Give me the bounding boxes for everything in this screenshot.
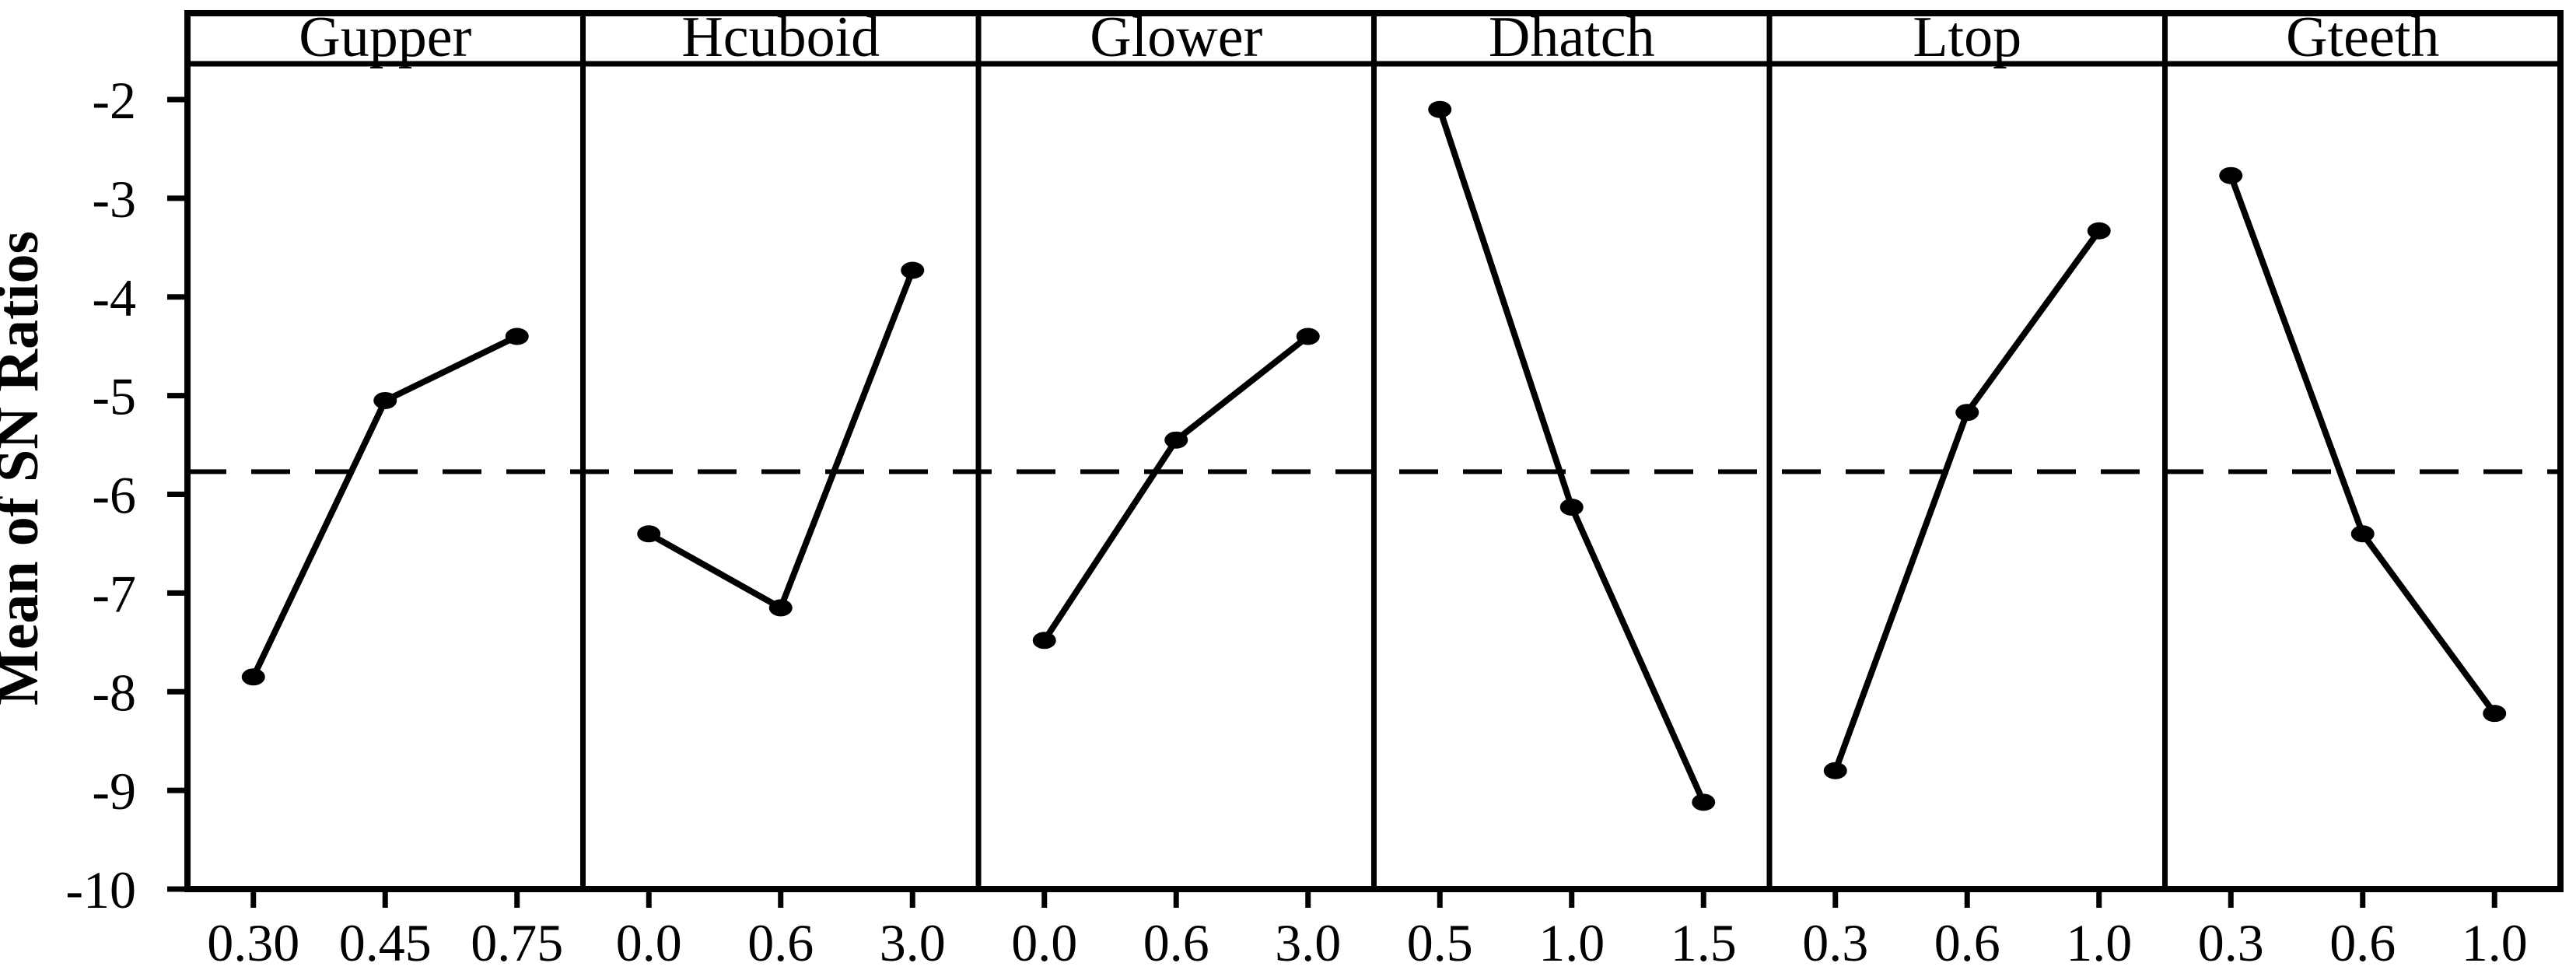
y-tick-label: -8 bbox=[92, 663, 136, 722]
x-tick-label: 1.5 bbox=[1671, 913, 1737, 972]
x-tick-label: 0.6 bbox=[1143, 913, 1209, 972]
y-tick-label: -3 bbox=[92, 170, 136, 229]
data-point bbox=[505, 327, 529, 345]
data-point bbox=[2087, 222, 2111, 240]
panel-title: Gupper bbox=[299, 5, 471, 69]
data-point bbox=[2483, 705, 2507, 723]
x-tick-label: 1.0 bbox=[1538, 913, 1605, 972]
x-tick-label: 0.75 bbox=[471, 913, 563, 972]
data-point bbox=[1955, 404, 1979, 422]
x-tick-label: 0.3 bbox=[1802, 913, 1868, 972]
x-tick-label: 0.6 bbox=[2329, 913, 2396, 972]
data-point bbox=[241, 668, 265, 686]
data-point bbox=[1428, 100, 1452, 118]
x-tick-label: 0.0 bbox=[1011, 913, 1077, 972]
data-point bbox=[1164, 431, 1188, 449]
y-axis-title: Mean of SN Ratios bbox=[0, 231, 51, 706]
panel-title: Gteeth bbox=[2286, 5, 2439, 69]
x-tick-label: 3.0 bbox=[1275, 913, 1341, 972]
data-point bbox=[2219, 166, 2243, 184]
y-tick-label: -7 bbox=[92, 564, 136, 623]
y-tick-label: -10 bbox=[65, 860, 136, 919]
y-tick-label: -4 bbox=[92, 268, 136, 327]
panel-title: Ltop bbox=[1913, 5, 2021, 69]
data-point bbox=[1823, 762, 1847, 779]
data-point bbox=[373, 391, 397, 409]
data-point bbox=[637, 525, 661, 543]
data-point bbox=[1559, 498, 1584, 516]
y-tick-label: -5 bbox=[92, 367, 136, 426]
data-point bbox=[2350, 525, 2375, 543]
data-point bbox=[1032, 632, 1056, 650]
x-tick-label: 0.5 bbox=[1407, 913, 1473, 972]
panel-title: Dhatch bbox=[1489, 5, 1655, 69]
data-point bbox=[1692, 793, 1716, 811]
x-tick-label: 1.0 bbox=[2066, 913, 2132, 972]
y-tick-label: -2 bbox=[92, 71, 136, 130]
panel-title: Hcuboid bbox=[681, 5, 880, 69]
x-tick-label: 0.6 bbox=[1934, 913, 2000, 972]
data-point bbox=[768, 599, 793, 617]
data-point bbox=[901, 261, 925, 279]
panel-title: Glower bbox=[1090, 5, 1262, 69]
x-tick-label: 0.30 bbox=[207, 913, 299, 972]
y-tick-label: -6 bbox=[92, 466, 136, 525]
x-tick-label: 0.6 bbox=[747, 913, 814, 972]
x-tick-label: 0.0 bbox=[616, 913, 682, 972]
y-tick-label: -9 bbox=[92, 762, 136, 821]
x-tick-label: 1.0 bbox=[2462, 913, 2528, 972]
data-point bbox=[1296, 327, 1320, 345]
x-tick-label: 3.0 bbox=[880, 913, 946, 972]
x-tick-label: 0.3 bbox=[2198, 913, 2264, 972]
x-tick-label: 0.45 bbox=[339, 913, 432, 972]
